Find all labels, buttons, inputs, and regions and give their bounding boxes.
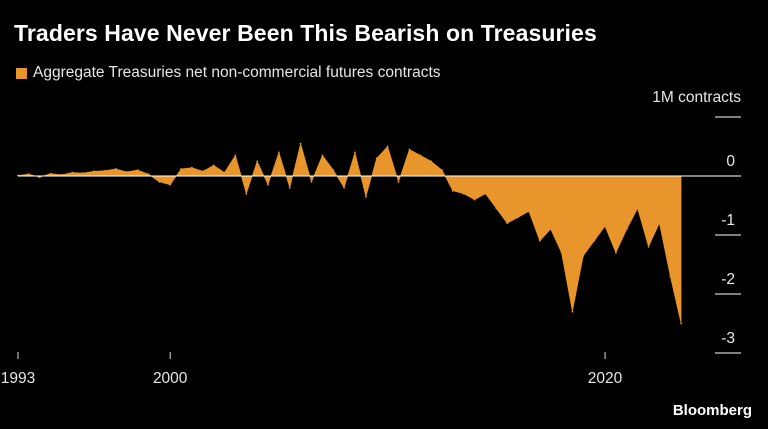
data-point bbox=[398, 181, 400, 183]
data-point bbox=[137, 169, 139, 171]
series-area bbox=[18, 144, 681, 324]
x-tick-label: 2020 bbox=[588, 370, 623, 387]
data-point bbox=[311, 181, 313, 183]
data-point bbox=[387, 146, 389, 148]
data-point bbox=[485, 193, 487, 195]
data-point bbox=[61, 174, 63, 176]
data-point bbox=[267, 184, 269, 186]
data-point bbox=[463, 193, 465, 195]
data-point bbox=[300, 143, 302, 145]
data-point bbox=[50, 173, 52, 175]
bloomberg-logo: Bloomberg bbox=[673, 402, 752, 419]
data-point bbox=[376, 157, 378, 159]
data-point bbox=[409, 149, 411, 151]
data-point bbox=[115, 168, 117, 170]
data-point bbox=[659, 222, 661, 224]
data-point bbox=[648, 246, 650, 248]
x-tick-label: 1993 bbox=[1, 370, 35, 387]
data-point bbox=[637, 208, 639, 210]
data-point bbox=[104, 170, 106, 172]
data-point bbox=[322, 154, 324, 156]
data-point bbox=[191, 167, 193, 169]
data-point bbox=[517, 216, 519, 218]
data-point bbox=[669, 275, 671, 277]
data-point bbox=[126, 171, 128, 173]
data-point bbox=[148, 173, 150, 175]
data-point bbox=[256, 160, 258, 162]
y-tick-label: 0 bbox=[726, 153, 735, 170]
data-point bbox=[452, 190, 454, 192]
data-point bbox=[615, 252, 617, 254]
data-point bbox=[224, 172, 226, 174]
data-point bbox=[289, 187, 291, 189]
data-point bbox=[506, 222, 508, 224]
data-point bbox=[572, 311, 574, 313]
data-point bbox=[593, 240, 595, 242]
chart-canvas: 0 -1 -2 -3 1993 2000 2020 bbox=[0, 0, 768, 429]
data-point bbox=[539, 240, 541, 242]
data-point bbox=[495, 208, 497, 210]
data-point bbox=[604, 225, 606, 227]
data-point bbox=[419, 154, 421, 156]
data-point bbox=[202, 170, 204, 172]
data-point bbox=[158, 181, 160, 183]
y-tick-label: -1 bbox=[721, 212, 735, 229]
data-point bbox=[582, 255, 584, 257]
data-point bbox=[93, 170, 95, 172]
data-point bbox=[474, 199, 476, 201]
data-point bbox=[430, 160, 432, 162]
x-tick-label: 2000 bbox=[153, 370, 188, 387]
data-point bbox=[365, 196, 367, 198]
data-point bbox=[169, 184, 171, 186]
data-point bbox=[528, 211, 530, 213]
data-point bbox=[245, 193, 247, 195]
data-point bbox=[332, 169, 334, 171]
data-point bbox=[550, 228, 552, 230]
data-point bbox=[441, 169, 443, 171]
data-point bbox=[561, 252, 563, 254]
data-point bbox=[39, 176, 41, 178]
data-point bbox=[626, 228, 628, 230]
data-point bbox=[680, 323, 682, 325]
data-point bbox=[235, 154, 237, 156]
data-point bbox=[213, 165, 215, 167]
data-point bbox=[28, 173, 30, 175]
data-point bbox=[72, 172, 74, 174]
y-tick-label: -2 bbox=[721, 271, 735, 288]
data-point bbox=[180, 168, 182, 170]
data-point bbox=[343, 187, 345, 189]
data-point bbox=[82, 172, 84, 174]
data-point bbox=[354, 152, 356, 154]
y-tick-label: -3 bbox=[721, 330, 735, 347]
data-point bbox=[278, 152, 280, 154]
